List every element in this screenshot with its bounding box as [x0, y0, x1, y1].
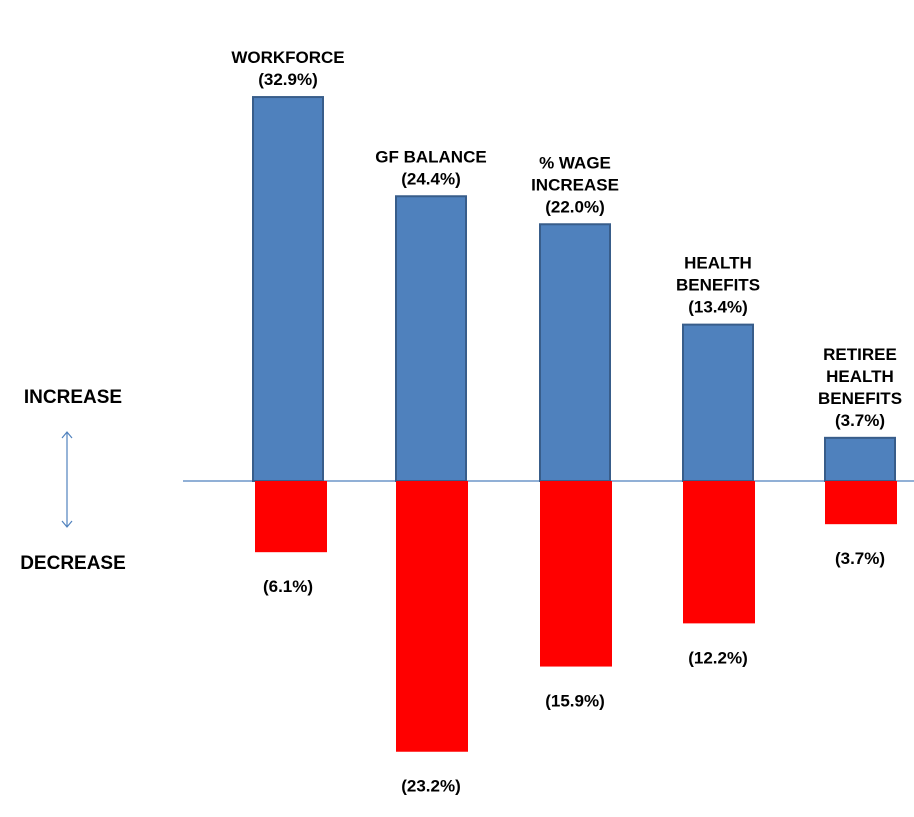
decrease-bar-4	[683, 481, 755, 624]
increase-label-1-line-2: (32.9%)	[258, 70, 318, 89]
increase-label-4-line-2: BENEFITS	[676, 276, 760, 295]
increase-label-2-line-2: (24.4%)	[401, 169, 461, 188]
increase-label-5-line-2: HEALTH	[826, 367, 894, 386]
decrease-bar-5	[825, 481, 897, 525]
increase-side-label: INCREASE	[24, 387, 122, 408]
decrease-label-5: (3.7%)	[835, 549, 885, 568]
increase-bar-3	[539, 223, 611, 482]
decrease-label-2: (23.2%)	[401, 777, 461, 796]
arrow-head-down	[61, 520, 73, 528]
increase-bar-5	[824, 436, 896, 483]
increase-label-4-line-1: HEALTH	[684, 254, 752, 273]
increase-label-1-line-1: WORKFORCE	[231, 48, 344, 67]
increase-label-3-line-1: % WAGE	[539, 153, 611, 172]
increase-label-5-line-1: RETIREE	[823, 345, 897, 364]
decrease-label-3: (15.9%)	[545, 692, 605, 711]
increase-label-5: RETIREE HEALTH BENEFITS (3.7%)	[818, 345, 902, 430]
increase-label-4: HEALTH BENEFITS (13.4%)	[676, 254, 760, 317]
increase-bar-2	[395, 195, 467, 482]
increase-label-2-line-1: GF BALANCE	[375, 147, 486, 166]
increase-label-5-line-3: BENEFITS	[818, 389, 902, 408]
decrease-bar-1	[255, 481, 327, 553]
increase-label-1: WORKFORCE (32.9%)	[231, 48, 344, 89]
increase-label-3-line-3: (22.0%)	[545, 197, 605, 216]
increase-label-3-line-2: INCREASE	[531, 175, 619, 194]
decrease-label-1: (6.1%)	[263, 577, 313, 596]
increase-label-3: % WAGE INCREASE (22.0%)	[531, 153, 619, 216]
decrease-label-4: (12.2%)	[688, 648, 748, 667]
arrow-head-up	[61, 431, 73, 439]
increase-bar-1	[252, 96, 324, 482]
decrease-bar-2	[396, 481, 468, 752]
decrease-side-label: DECREASE	[20, 553, 126, 574]
increase-label-4-line-3: (13.4%)	[688, 298, 748, 317]
increase-label-5-line-4: (3.7%)	[835, 411, 885, 430]
increase-label-2: GF BALANCE (24.4%)	[375, 147, 486, 188]
decrease-bar-3	[540, 481, 612, 667]
increase-bar-4	[682, 323, 754, 483]
